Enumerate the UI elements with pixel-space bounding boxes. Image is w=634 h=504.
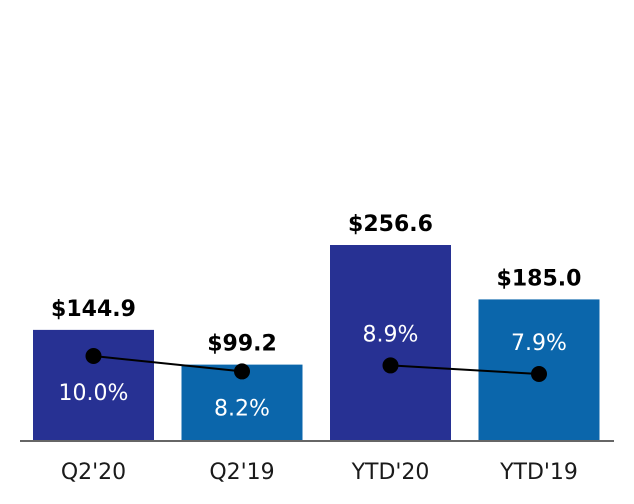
bar-value-label: $99.2 (207, 332, 277, 357)
margin-point (531, 366, 547, 382)
margin-point (382, 357, 399, 374)
margin-label: 8.2% (214, 396, 270, 421)
margin-point (85, 348, 102, 364)
margin-point (234, 363, 250, 380)
x-tick-label: Q2'19 (209, 460, 274, 485)
x-tick-label: Q2'20 (61, 460, 126, 485)
margin-label: 7.9% (511, 331, 567, 356)
margin-label: 10.0% (59, 381, 129, 406)
margin-label: 8.9% (363, 322, 419, 347)
margin-line-segment (390, 364, 540, 375)
bar-value-label: $256.6 (348, 212, 433, 237)
x-tick-label: YTD'20 (351, 460, 430, 485)
margin-line-segment (93, 355, 243, 373)
x-tick-label: YTD'19 (499, 460, 578, 485)
bar-YTD'20 (330, 245, 451, 440)
bar-value-label: $144.9 (51, 297, 136, 322)
bar-value-label: $185.0 (497, 266, 582, 291)
